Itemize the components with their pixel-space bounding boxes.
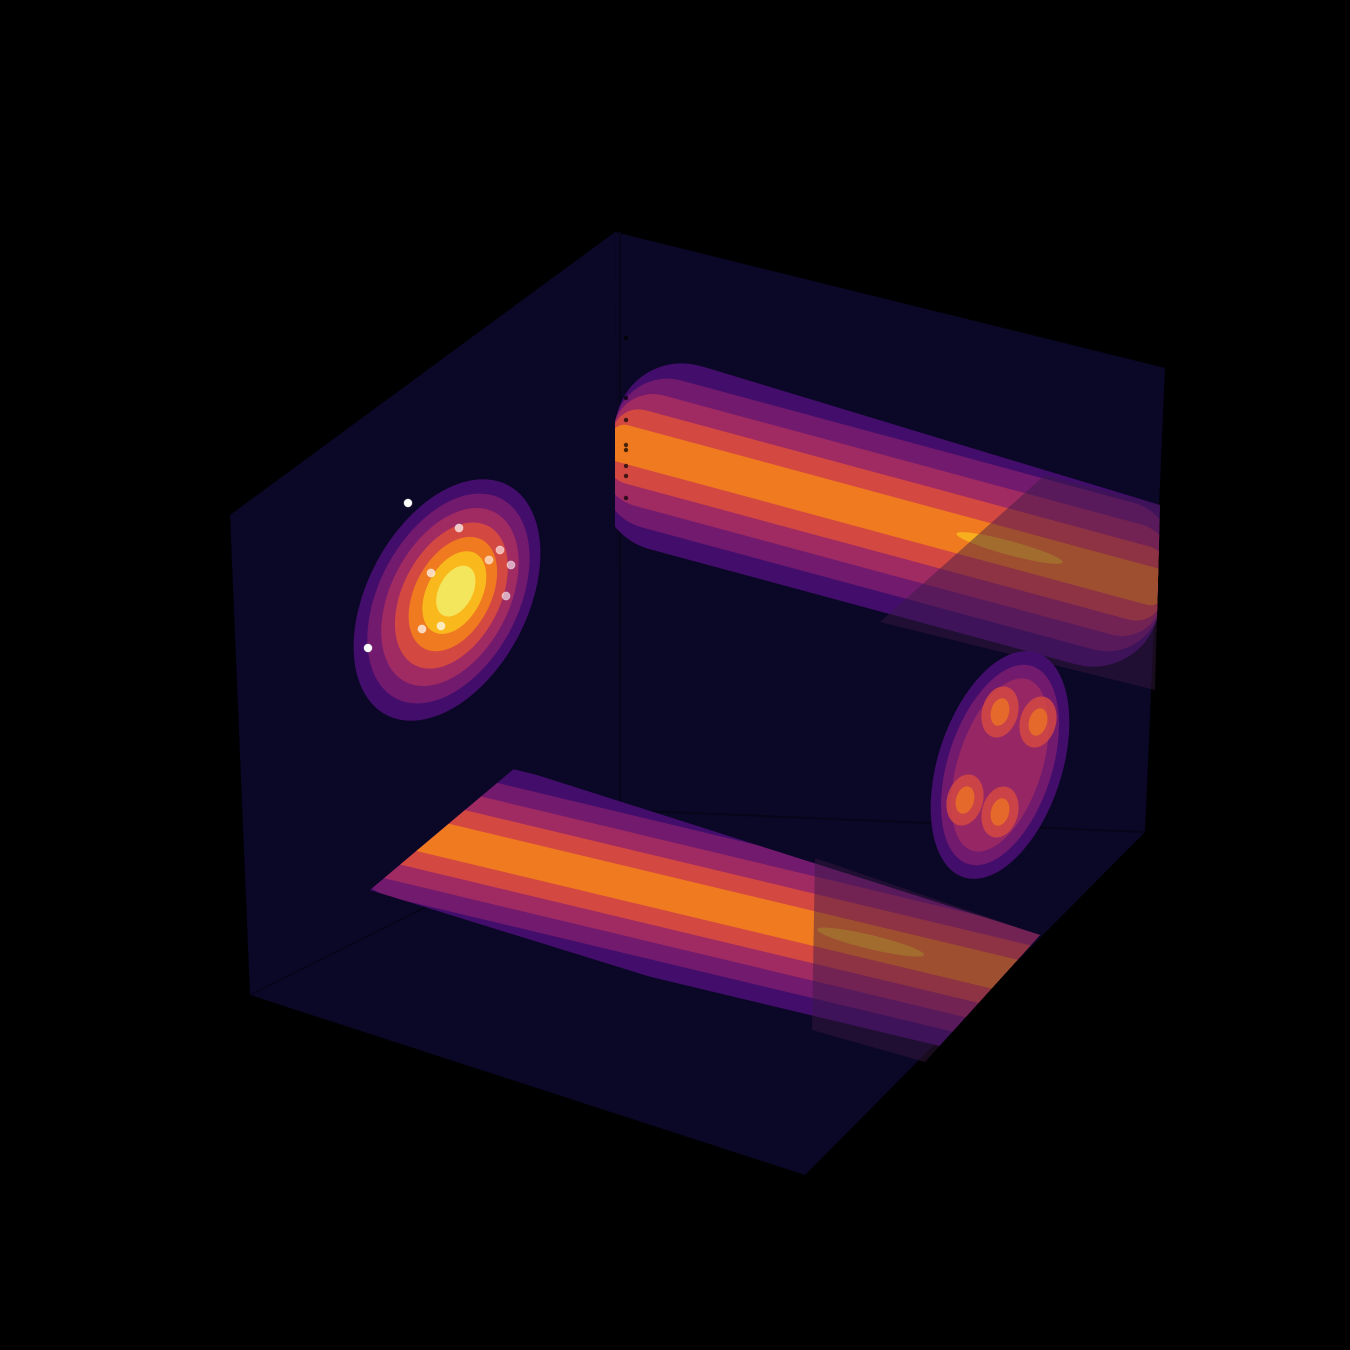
edge-marker [623,335,629,341]
contour-panel-back [615,363,1160,667]
scatter-point [506,560,516,570]
edge-markers [623,335,629,501]
contour-peak [1028,708,1048,736]
edge-marker [623,495,629,501]
contour-panel-right [930,651,1070,879]
floor-overlay [812,858,1040,1062]
scatter-point [363,643,373,653]
contour-peak [955,786,975,814]
contour-panel-floor [370,768,1040,1056]
back-overlay [880,475,1160,690]
scatter-point [426,568,436,578]
scatter-point [417,624,427,634]
contour-peak [817,927,925,957]
edge-marker [623,473,629,479]
scatter-point [501,591,511,601]
scatter-point [403,498,413,508]
edge-marker [623,463,629,469]
contour-level [449,580,465,600]
scatter-point [495,545,505,555]
contour-peak [990,698,1010,726]
contour-peak [956,532,1063,564]
scatter-point [454,523,464,533]
edge-marker [623,447,629,453]
scatter-point [436,621,446,631]
edge-marker [623,395,629,401]
edge-marker [623,417,629,423]
box-edge [619,809,1146,833]
contour-peak [990,798,1010,826]
contour-panel-left [353,479,541,721]
scatter-point [484,555,494,565]
scatter-points [363,498,516,653]
edge-marker [623,442,629,448]
